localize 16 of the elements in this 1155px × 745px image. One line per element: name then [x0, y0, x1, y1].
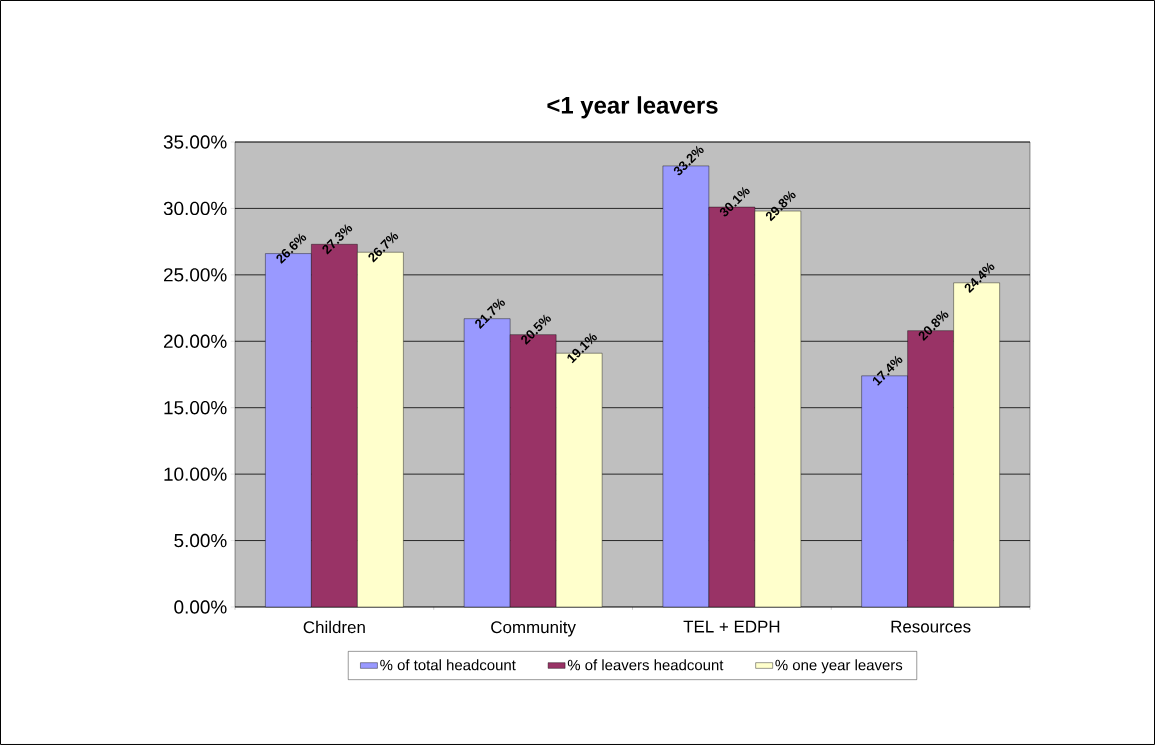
x-tick-label: Children	[303, 620, 365, 634]
legend-label: % of leavers headcount	[567, 659, 724, 671]
chart-title: <1 year leavers	[547, 96, 718, 119]
x-tick-label: Resources	[891, 620, 971, 633]
legend-label: % of total headcount	[380, 659, 516, 671]
y-tick-label: 0.00%	[174, 600, 227, 614]
legend-label: % one year leavers	[775, 659, 903, 674]
y-tick-label: 15.00%	[164, 401, 227, 415]
y-tick-label: 35.00%	[163, 135, 227, 149]
y-tick-label: 25.00%	[163, 268, 227, 282]
x-tick-label: Community	[491, 620, 576, 637]
y-tick-label: 5.00%	[174, 533, 227, 548]
y-tick-label: 10.00%	[164, 467, 227, 481]
y-tick-label: 30.00%	[163, 201, 227, 216]
x-tick-label: TEL + EDPH	[683, 620, 780, 633]
y-tick-label: 20.00%	[163, 334, 227, 348]
